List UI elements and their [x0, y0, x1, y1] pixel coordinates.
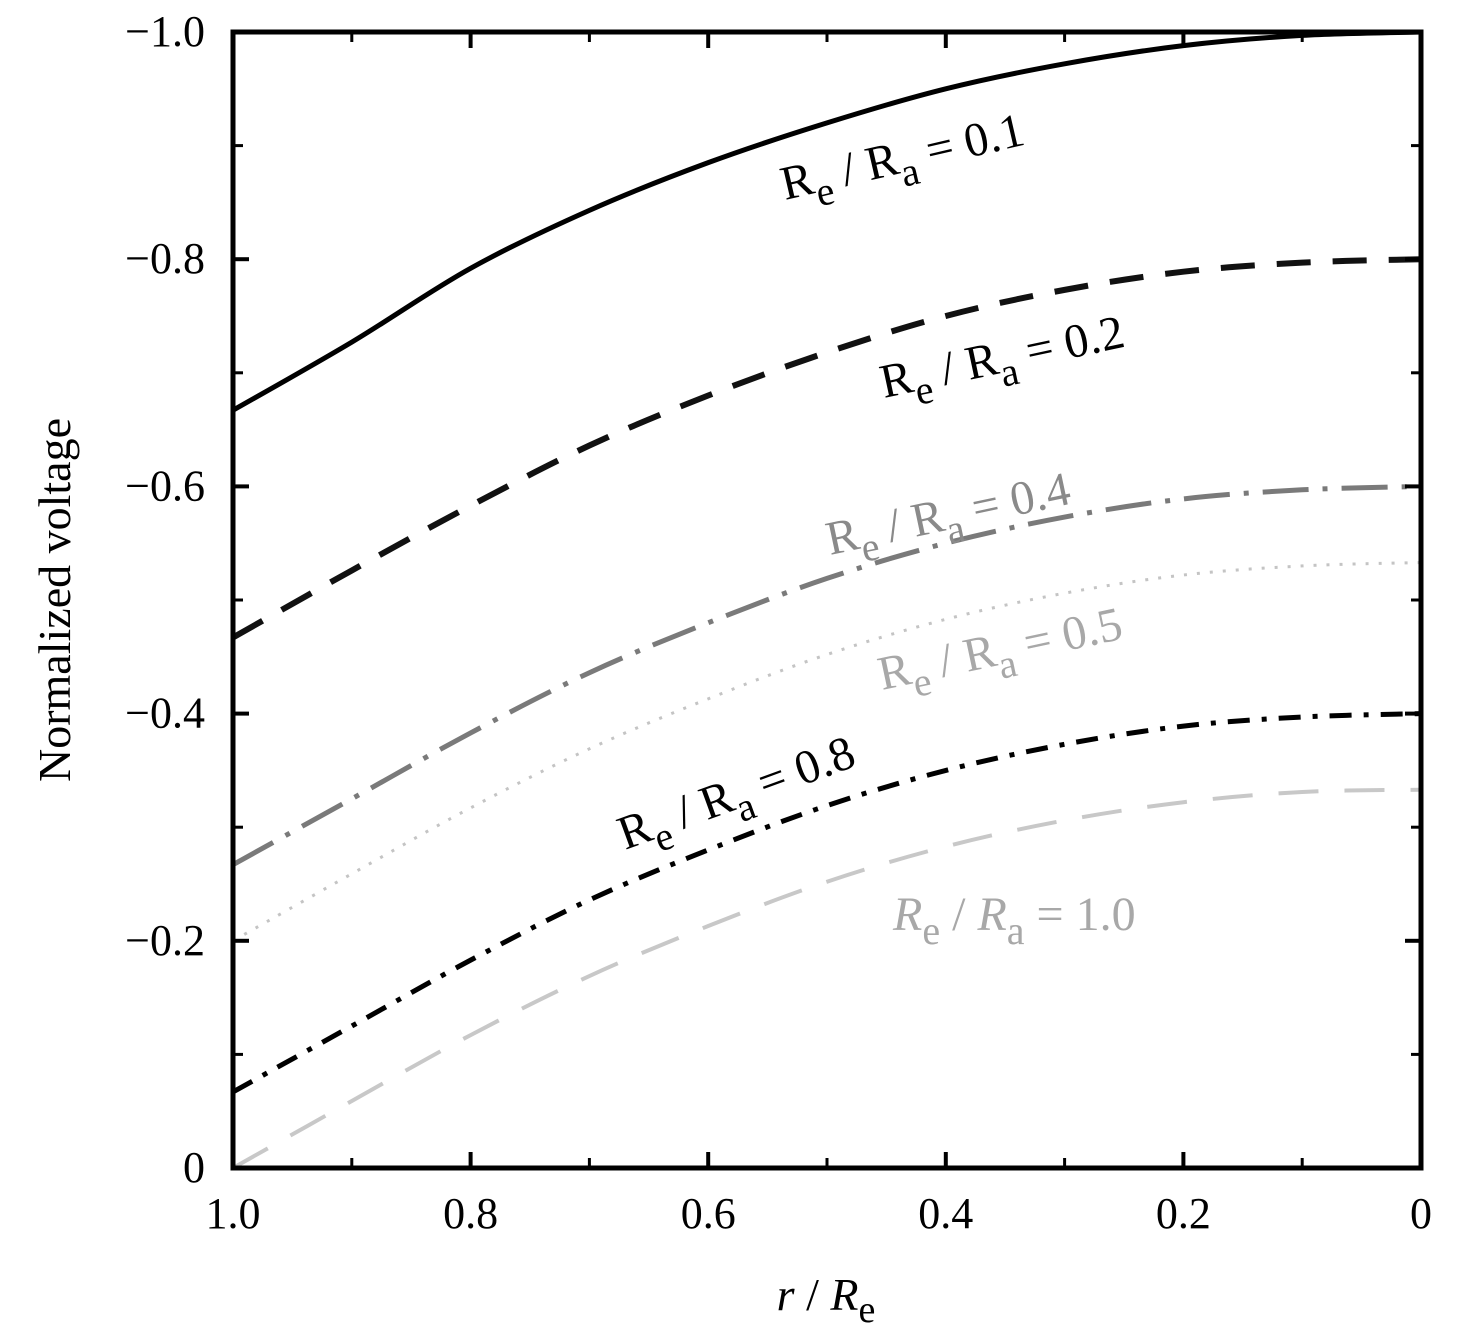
curves-layer: [231, 29, 1422, 1170]
ticks-layer: 1.0 0.8 0.6 0.4 0.2 0 −1.0 −0.8 −0.6 −0.4 −0.2 0: [125, 7, 1432, 1238]
y-tick-label: 0: [183, 1143, 205, 1192]
x-tick-label: 0: [1410, 1189, 1432, 1238]
series-line-2: [231, 483, 1422, 867]
curve-labels-layer: Re / Ra = 0.1Re / Ra = 0.2Re / Ra = 0.4R…: [611, 103, 1136, 953]
curve-label-0: Re / Ra = 0.1: [776, 103, 1032, 222]
curve-label-2: Re / Ra = 0.4: [821, 462, 1077, 577]
x-tick-label: 1.0: [206, 1189, 261, 1238]
curve-label-5: Re / Ra = 1.0: [892, 888, 1136, 953]
y-tick-label: −0.6: [125, 461, 205, 510]
y-tick-label: −0.8: [125, 234, 205, 283]
x-tick-label: 0.4: [918, 1189, 973, 1238]
y-tick-label: −1.0: [125, 7, 205, 56]
x-tick-label: 0.6: [681, 1189, 736, 1238]
x-tick-label: 0.2: [1156, 1189, 1211, 1238]
x-tick-label: 0.8: [443, 1189, 498, 1238]
y-tick-label: −0.4: [125, 689, 205, 738]
series-line-0: [231, 29, 1422, 413]
curve-label-4: Re / Ra = 0.8: [611, 726, 866, 872]
x-axis-title: r / Re: [777, 1269, 876, 1331]
curve-label-3: Re / Ra = 0.5: [873, 597, 1129, 712]
y-tick-label: −0.2: [125, 916, 205, 965]
series-line-4: [231, 711, 1422, 1095]
series-line-5: [232, 787, 1422, 1170]
y-axis-title: Normalized voltage: [29, 418, 80, 782]
series-line-1: [231, 256, 1422, 641]
